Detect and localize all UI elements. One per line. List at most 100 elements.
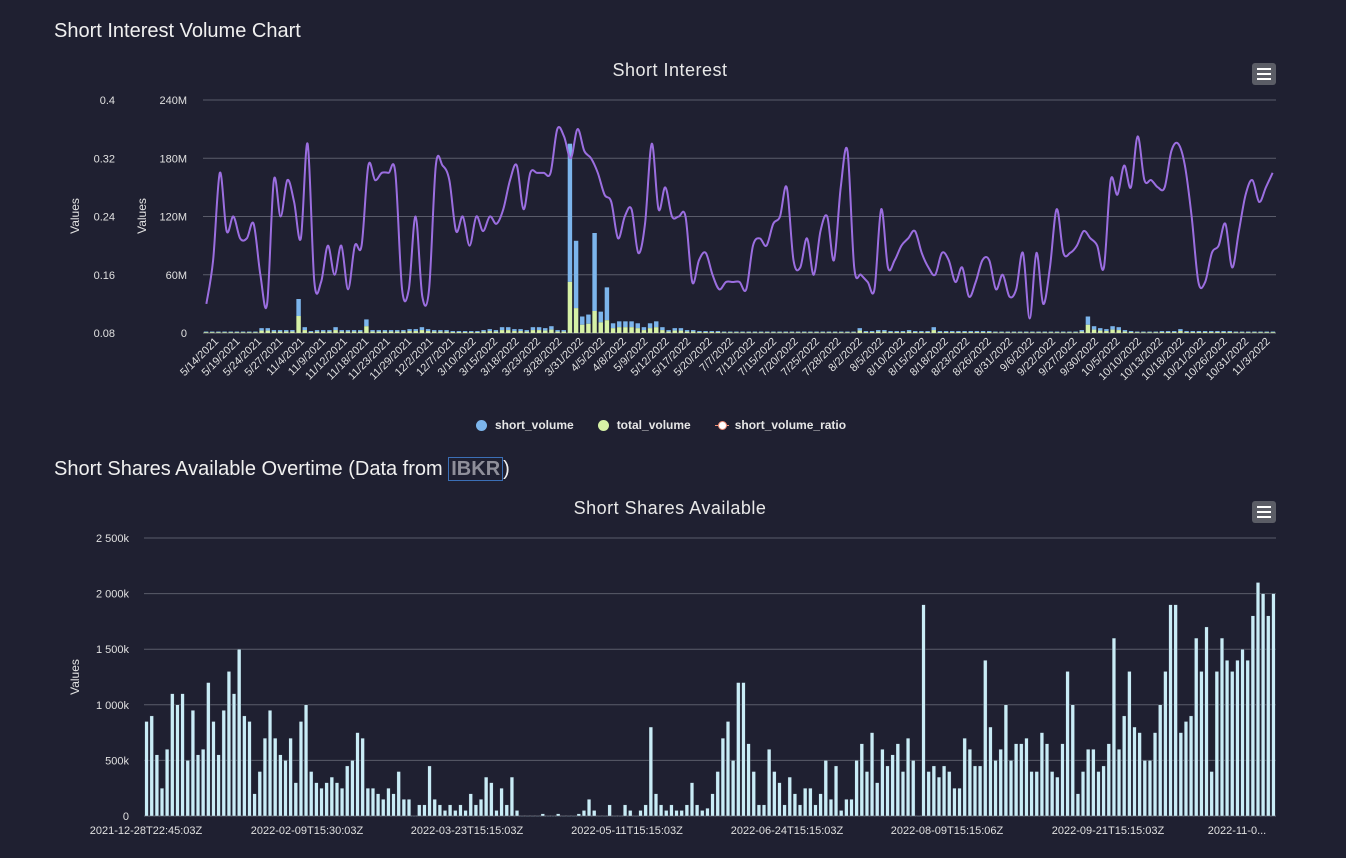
legend-short-volume[interactable]: short_volume xyxy=(476,418,574,432)
bar-shares-available xyxy=(854,760,859,817)
bar-shares-available xyxy=(237,649,242,817)
x-tick-label: 2022-06-24T15:15:03Z xyxy=(731,825,844,837)
hamburger-menu-icon[interactable] xyxy=(1252,501,1276,523)
bar-shares-available xyxy=(298,721,303,817)
bar-total-volume xyxy=(647,328,653,333)
bar-shares-available xyxy=(1168,604,1173,817)
bar-total-volume xyxy=(623,327,628,333)
bar-total-volume xyxy=(1085,324,1091,333)
bar-short-volume xyxy=(438,330,443,332)
bar-total-volume xyxy=(974,332,980,333)
bar-short-volume xyxy=(259,328,264,331)
bar-total-volume xyxy=(684,331,690,333)
bar-shares-available xyxy=(741,682,746,817)
bar-shares-available xyxy=(973,765,977,817)
bar-shares-available xyxy=(252,793,257,817)
bar-short-volume xyxy=(321,330,326,332)
bar-shares-available xyxy=(1173,604,1178,817)
legend-short-volume-ratio[interactable]: short_volume_ratio xyxy=(714,418,846,432)
bar-total-volume xyxy=(1246,332,1251,333)
bar-total-volume xyxy=(456,332,462,333)
bar-short-volume xyxy=(1122,330,1128,332)
bar-shares-available xyxy=(916,815,921,817)
bar-short-volume xyxy=(296,299,301,317)
y-axis-title: Values xyxy=(68,659,82,695)
bar-total-volume xyxy=(950,332,955,333)
bar-short-volume xyxy=(623,321,628,328)
hamburger-menu-icon[interactable] xyxy=(1252,63,1276,85)
bar-total-volume xyxy=(512,331,517,333)
bar-total-volume xyxy=(339,331,344,333)
bar-total-volume xyxy=(543,330,548,333)
series-line-short-volume-ratio xyxy=(205,126,1274,320)
bar-shares-available xyxy=(638,810,643,817)
bar-shares-available xyxy=(520,815,525,817)
bar-total-volume xyxy=(425,331,431,333)
bar-shares-available xyxy=(926,771,931,817)
bar-shares-available xyxy=(700,810,705,817)
bar-total-volume xyxy=(1184,332,1189,333)
bar-total-volume xyxy=(493,331,499,333)
legend-label: total_volume xyxy=(616,418,691,432)
bar-total-volume xyxy=(407,331,412,333)
bar-shares-available xyxy=(530,815,535,817)
bar-shares-available xyxy=(988,726,993,817)
bar-total-volume xyxy=(536,330,542,333)
bar-shares-available xyxy=(1019,743,1024,817)
bar-shares-available xyxy=(149,715,154,817)
bar-shares-available xyxy=(1014,743,1019,817)
bar-total-volume xyxy=(906,331,912,333)
bar-shares-available xyxy=(561,815,566,817)
bar-shares-available xyxy=(834,765,839,817)
bar-shares-available xyxy=(458,804,463,817)
bar-shares-available xyxy=(1060,743,1065,817)
bar-shares-available xyxy=(792,793,797,817)
bar-short-volume xyxy=(475,331,480,333)
bar-total-volume xyxy=(364,326,369,333)
bar-shares-available xyxy=(1065,671,1070,817)
bar-short-volume xyxy=(857,328,862,331)
y-axis-title-volume: Values xyxy=(135,198,149,234)
y-tick-label: 0 xyxy=(123,811,129,823)
bar-total-volume xyxy=(1091,329,1097,333)
bar-shares-available xyxy=(705,808,710,817)
bar-shares-available xyxy=(648,726,653,817)
bar-total-volume xyxy=(358,331,363,333)
bar-shares-available xyxy=(170,693,175,817)
bar-total-volume xyxy=(345,331,351,333)
y-tick-label-ratio: 0.16 xyxy=(94,270,115,282)
bar-shares-available xyxy=(1075,793,1080,817)
bar-shares-available xyxy=(967,749,972,817)
bar-shares-available xyxy=(1194,637,1199,817)
legend-total-volume[interactable]: total_volume xyxy=(597,418,691,432)
bar-total-volume xyxy=(265,330,270,333)
bar-short-volume xyxy=(586,314,591,324)
ibkr-link[interactable]: IBKR xyxy=(448,457,504,481)
bar-shares-available xyxy=(473,804,478,817)
bar-shares-available xyxy=(607,804,612,817)
bar-short-volume xyxy=(302,327,307,331)
bar-shares-available xyxy=(885,765,890,817)
bar-short-volume xyxy=(228,331,233,333)
bar-shares-available xyxy=(664,810,669,817)
bar-total-volume xyxy=(808,332,813,333)
bar-short-volume xyxy=(876,330,881,332)
bar-short-volume xyxy=(666,330,671,332)
bar-shares-available xyxy=(1230,671,1235,817)
bar-total-volume xyxy=(610,328,616,333)
bar-short-volume xyxy=(1165,331,1171,333)
bar-total-volume xyxy=(413,331,418,333)
bar-total-volume xyxy=(882,331,887,333)
bar-shares-available xyxy=(962,738,967,817)
bar-short-volume xyxy=(709,331,714,333)
bar-total-volume xyxy=(980,332,986,333)
bar-total-volume xyxy=(869,332,875,333)
bar-short-volume xyxy=(469,331,474,333)
bar-short-volume xyxy=(536,327,542,331)
bar-short-volume xyxy=(678,328,684,331)
bar-shares-available xyxy=(427,765,432,817)
bar-total-volume xyxy=(715,332,721,333)
bar-shares-available xyxy=(798,804,802,817)
legend-line-marker-icon xyxy=(714,420,729,431)
bar-total-volume xyxy=(1067,332,1072,333)
